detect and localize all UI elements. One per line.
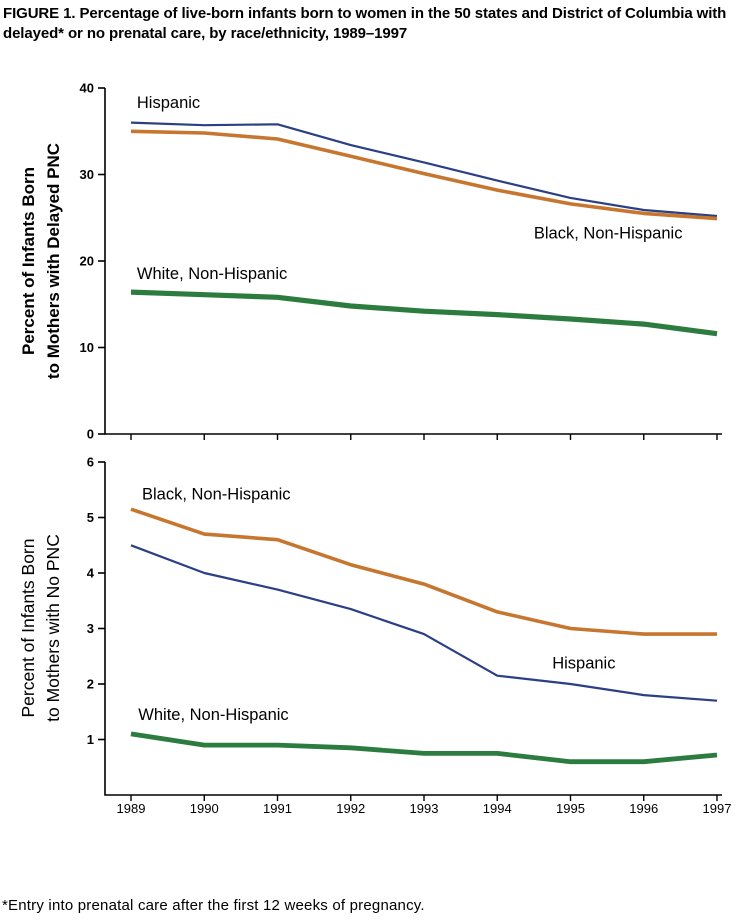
x-tick-label: 1990 — [190, 801, 219, 816]
series-line-white-non-hispanic — [130, 731, 718, 765]
y-tick-label: 2 — [87, 677, 94, 692]
no-pnc-chart: 1 2 3 4 5 6 1989 1990 1991 1992 1993 1994 1995 1996 19… — [87, 455, 732, 817]
series-line-hispanic — [130, 121, 718, 218]
y-tick-label: 3 — [87, 621, 94, 636]
axes — [104, 88, 722, 435]
series-label-black-non-hispanic: Black, Non-Hispanic — [534, 225, 683, 243]
y-tick-label: 30 — [80, 167, 94, 182]
y-tick-label: 1 — [87, 732, 94, 747]
footnote: *Entry into prenatal care after the firs… — [2, 897, 425, 914]
series-line-black-non-hispanic — [130, 129, 718, 221]
y-tick-label: 10 — [80, 340, 94, 355]
x-tick-label: 1993 — [410, 801, 439, 816]
x-tick-label: 1995 — [556, 801, 585, 816]
y-tick-label: 6 — [87, 455, 94, 470]
series-label-white-non-hispanic: White, Non-Hispanic — [137, 265, 287, 283]
series-label-hispanic: Hispanic — [552, 655, 615, 673]
x-tick-label: 1992 — [336, 801, 365, 816]
x-tick-label: 1996 — [629, 801, 658, 816]
series-line-hispanic — [130, 544, 718, 702]
y-tick-label: 4 — [87, 566, 95, 581]
series-line-white-non-hispanic — [130, 289, 718, 337]
x-tick-label: 1997 — [703, 801, 732, 816]
x-tick-label: 1991 — [263, 801, 292, 816]
y-tick-label: 0 — [87, 427, 94, 442]
x-tick-label: 1989 — [117, 801, 146, 816]
delayed-pnc-chart: 0 10 20 30 40 Hispanic Black, Non-Hispanic Whit… — [80, 81, 722, 442]
figure-title: FIGURE 1. Percentage of live-born infant… — [3, 5, 727, 43]
series-line-black-non-hispanic — [130, 507, 717, 636]
y-tick-label: 5 — [87, 510, 94, 525]
y-tick-label: 20 — [80, 254, 94, 269]
series-label-hispanic: Hispanic — [137, 94, 200, 112]
series-label-black-non-hispanic: Black, Non-Hispanic — [142, 486, 291, 504]
x-tick-label: 1994 — [483, 801, 512, 816]
series-label-white-non-hispanic: White, Non-Hispanic — [138, 706, 288, 724]
y-tick-label: 40 — [80, 81, 94, 96]
